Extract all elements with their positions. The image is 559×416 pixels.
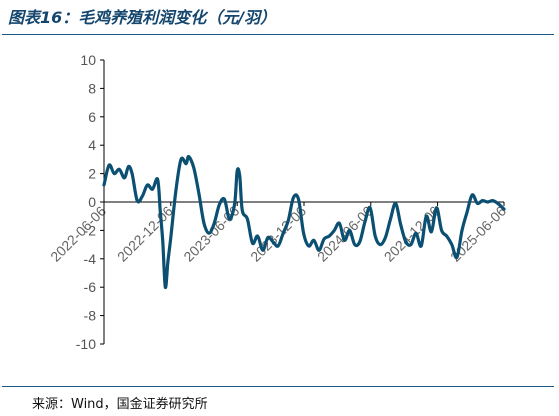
profit-line-chart: 10 8 6 4 2 0 -2 -4 -6 -8 -10 2022-06-06 2022-12-06 2… [47,52,509,352]
title-divider [2,34,554,35]
y-tick-label: 2 [88,166,96,182]
y-tick-label: -10 [76,336,96,352]
series-line-profit [102,154,506,289]
x-tick-label: 2022-06-06 [47,203,109,265]
chart-title: 图表16：毛鸡养殖利润变化（元/羽） [8,8,277,27]
x-tick-label: 2022-12-06 [114,203,176,265]
y-tick-label: 8 [88,80,96,96]
source-note: 来源：Wind，国金证券研究所 [32,397,208,412]
x-axis-ticks: 2022-06-06 2022-12-06 2023-06-06 2023-12-06… [47,203,509,265]
x-axis-tick-marks [103,202,505,206]
y-tick-label: -2 [84,222,97,238]
footer-divider [2,386,554,387]
y-axis-ticks: 10 8 6 4 2 0 -2 -4 -6 -8 -10 [76,52,104,352]
y-tick-label: 10 [80,52,96,68]
y-tick-label: -6 [84,279,97,295]
y-tick-label: 0 [88,194,96,210]
y-tick-label: 6 [88,109,96,125]
y-tick-label: -4 [84,251,97,267]
y-tick-label: 4 [88,137,96,153]
y-tick-label: -8 [84,308,97,324]
